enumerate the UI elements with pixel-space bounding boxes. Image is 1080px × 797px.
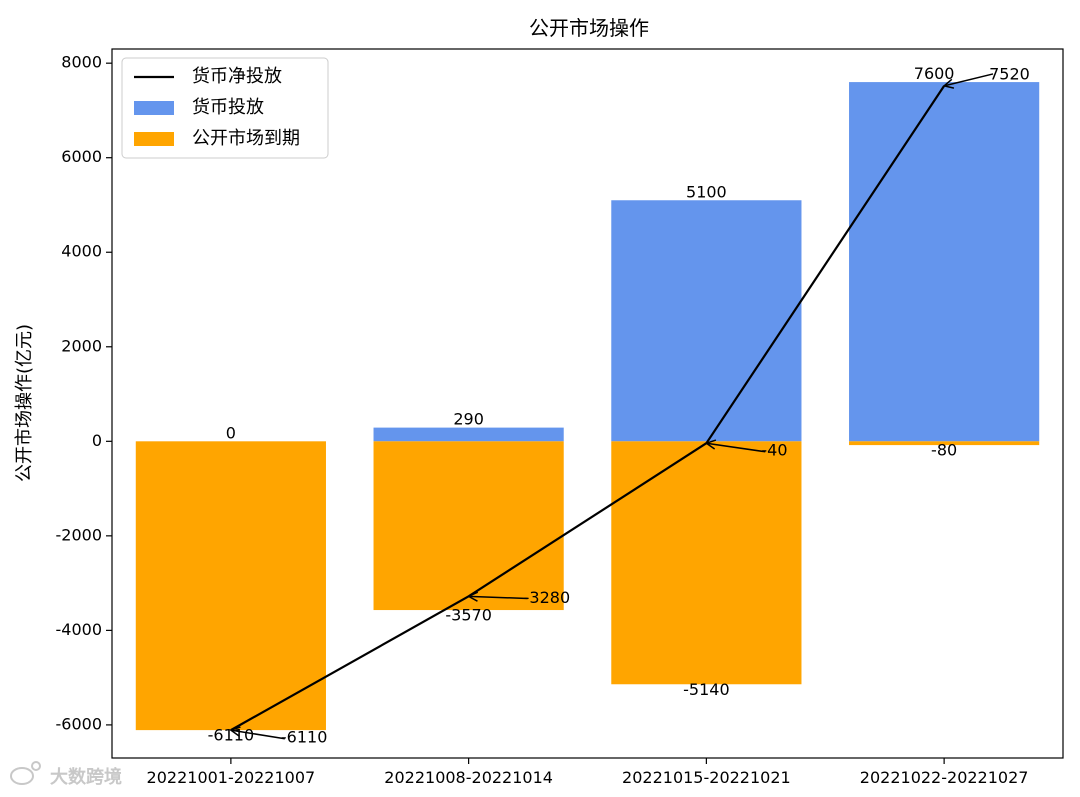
data-label-issuance-0: 0 [226, 423, 236, 442]
data-label-issuance-2: 5100 [686, 182, 727, 201]
watermark: 大数跨境 [10, 761, 122, 788]
y-tick-label-0: -6000 [56, 714, 103, 733]
plot-frame [111, 48, 1064, 759]
data-label-maturity-1: -3570 [445, 606, 492, 625]
bar-maturity-1 [373, 441, 564, 611]
y-tick-label-4: 2000 [61, 336, 102, 355]
net-injection-line [230, 85, 946, 732]
legend-swatch-2 [134, 132, 174, 146]
annotation-arrowhead-0 [229, 726, 241, 737]
y-tick-label-6: 6000 [61, 147, 102, 166]
legend-label-0: 货币净投放 [192, 66, 282, 87]
annotation-arrow-3 [943, 73, 994, 87]
y-tick-label-7: 8000 [61, 53, 102, 72]
bars-layer [135, 82, 1040, 731]
legend-swatch-1 [134, 101, 174, 115]
annotation-arrow-0 [230, 729, 285, 740]
annotation-arrowhead-2 [704, 439, 717, 450]
y-tick-label-2: -2000 [56, 525, 103, 544]
bar-issuance-1 [373, 427, 564, 442]
bar-maturity-0 [135, 441, 326, 731]
y-tick-label-5: 4000 [61, 242, 102, 261]
annotation-arrowhead-1 [466, 591, 479, 602]
legend-label-1: 货币投放 [192, 97, 264, 118]
bar-issuance-3 [849, 82, 1040, 442]
legend-label-2: 公开市场到期 [192, 128, 300, 149]
bar-maturity-3 [849, 441, 1040, 446]
data-label-net-3: 7520 [989, 64, 1030, 83]
annotation-arrow-2 [706, 442, 766, 453]
x-tick-label-0: 20221001-20221007 [147, 768, 316, 787]
data-label-maturity-0: -6110 [208, 726, 255, 745]
data-label-issuance-3: 7600 [914, 64, 955, 83]
axes-layer: -6000 -4000 -2000 0 2000 4000 6000 8000 20221001… [56, 48, 1064, 787]
y-tick-label-1: -4000 [56, 620, 103, 639]
data-label-maturity-3: -80 [931, 441, 957, 460]
data-label-net-1: -3280 [524, 588, 571, 607]
data-label-net-2: -40 [761, 441, 787, 460]
bar-issuance-2 [611, 200, 802, 442]
y-tick-label-3: 0 [92, 431, 102, 450]
watermark-text: 大数跨境 [50, 766, 122, 788]
data-label-issuance-1: 290 [453, 410, 484, 429]
net-line-layer [230, 85, 946, 732]
annotation-arrow-1 [468, 595, 528, 600]
data-label-net-0: -6110 [281, 728, 328, 747]
data-labels-layer: 0 290 5100 7600 -6110 -3570 -5140 -80 -6110 -3280… [208, 64, 1030, 747]
annotation-arrowhead-3 [942, 78, 955, 89]
y-axis-label: 公开市场操作(亿元) [14, 324, 35, 482]
data-label-maturity-2: -5140 [683, 680, 730, 699]
weibo-logo-icon [10, 761, 41, 785]
chart-title: 公开市场操作 [529, 16, 649, 40]
x-tick-label-2: 20221015-20221021 [622, 768, 791, 787]
x-tick-label-1: 20221008-20221014 [384, 768, 553, 787]
x-tick-label-3: 20221022-20221027 [860, 768, 1029, 787]
bar-maturity-2 [611, 441, 802, 685]
